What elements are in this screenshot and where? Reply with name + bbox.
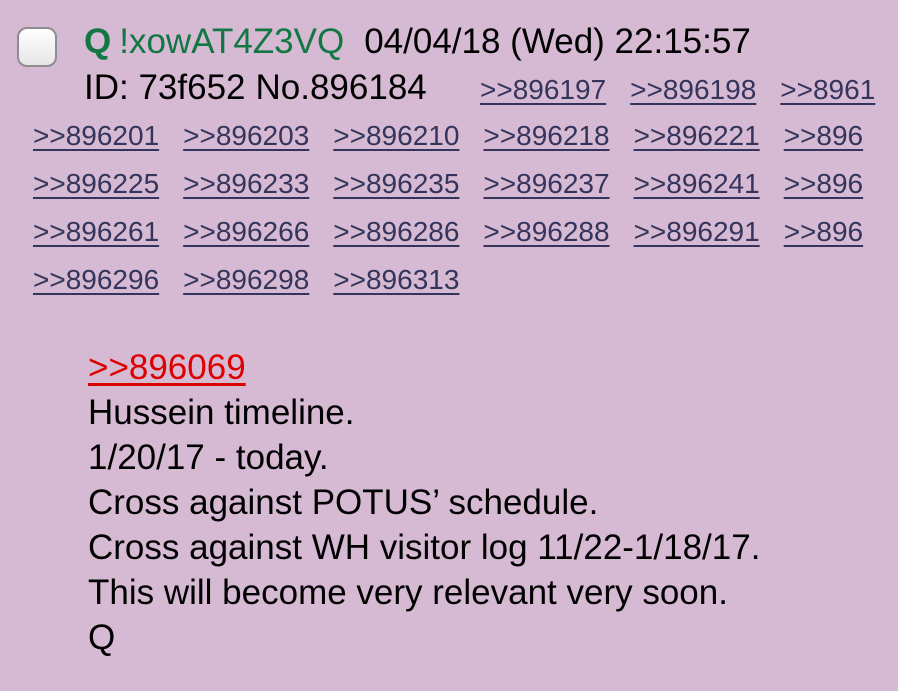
reply-link[interactable]: >>896 — [783, 216, 864, 247]
reply-link[interactable]: >>896225 — [33, 168, 160, 199]
signature-line: Q — [88, 618, 116, 657]
body-line: Cross against POTUS’ schedule. — [88, 483, 599, 522]
quote-link[interactable]: >>896069 — [88, 348, 246, 387]
reply-link[interactable]: >>896210 — [333, 120, 460, 151]
body-line: Hussein timeline. — [88, 393, 355, 432]
reply-link[interactable]: >>896 — [783, 168, 864, 199]
reply-link[interactable]: >>896241 — [633, 168, 760, 199]
reply-link[interactable]: >>896296 — [33, 264, 160, 295]
reply-link[interactable]: >>896237 — [483, 168, 610, 199]
reply-link[interactable]: >>896 — [783, 120, 864, 151]
reply-link[interactable]: >>896261 — [33, 216, 160, 247]
post-header: Q !xowAT4Z3VQ 04/04/18 (Wed) 22:15:57 — [84, 20, 751, 64]
post-number[interactable]: No.896184 — [255, 68, 427, 107]
post-datetime: 04/04/18 (Wed) 22:15:57 — [364, 22, 751, 61]
reply-link[interactable]: >>896313 — [333, 264, 460, 295]
reply-link[interactable]: >>896201 — [33, 120, 160, 151]
reply-link[interactable]: >>896221 — [633, 120, 760, 151]
reply-row: >>896201 >>896203 >>896210 >>896218 >>896221… — [33, 118, 898, 166]
post-id-line: ID: 73f652 No.896184 — [84, 66, 427, 110]
reply-row: >>896296 >>896298 >>896313 — [33, 262, 898, 310]
reply-link[interactable]: >>896291 — [633, 216, 760, 247]
body-line: 1/20/17 - today. — [88, 438, 329, 477]
reply-link[interactable]: >>896298 — [183, 264, 310, 295]
post-body: >>896069 Hussein timeline. 1/20/17 - tod… — [88, 345, 760, 660]
reply-link[interactable]: >>896203 — [183, 120, 310, 151]
reply-link[interactable]: >>896288 — [483, 216, 610, 247]
reply-link[interactable]: >>896218 — [483, 120, 610, 151]
body-line: Cross against WH visitor log 11/22-1/18/… — [88, 528, 761, 567]
poster-id: ID: 73f652 — [84, 68, 246, 107]
select-checkbox[interactable] — [17, 27, 57, 67]
reply-link[interactable]: >>896198 — [630, 74, 757, 105]
reply-links-inline: >>896197 >>896198 >>8961 — [480, 72, 898, 108]
poster-name: Q — [84, 22, 112, 61]
tripcode: !xowAT4Z3VQ — [119, 22, 345, 61]
reply-link[interactable]: >>896197 — [480, 74, 607, 105]
reply-link[interactable]: >>896266 — [183, 216, 310, 247]
reply-link[interactable]: >>8961 — [780, 74, 876, 105]
reply-link[interactable]: >>896286 — [333, 216, 460, 247]
reply-link[interactable]: >>896233 — [183, 168, 310, 199]
reply-link[interactable]: >>896235 — [333, 168, 460, 199]
reply-links-list: >>896201 >>896203 >>896210 >>896218 >>896221… — [33, 118, 898, 310]
reply-row: >>896225 >>896233 >>896235 >>896237 >>896241… — [33, 166, 898, 214]
reply-row: >>896261 >>896266 >>896286 >>896288 >>896291… — [33, 214, 898, 262]
body-line: This will become very relevant very soon… — [88, 573, 728, 612]
